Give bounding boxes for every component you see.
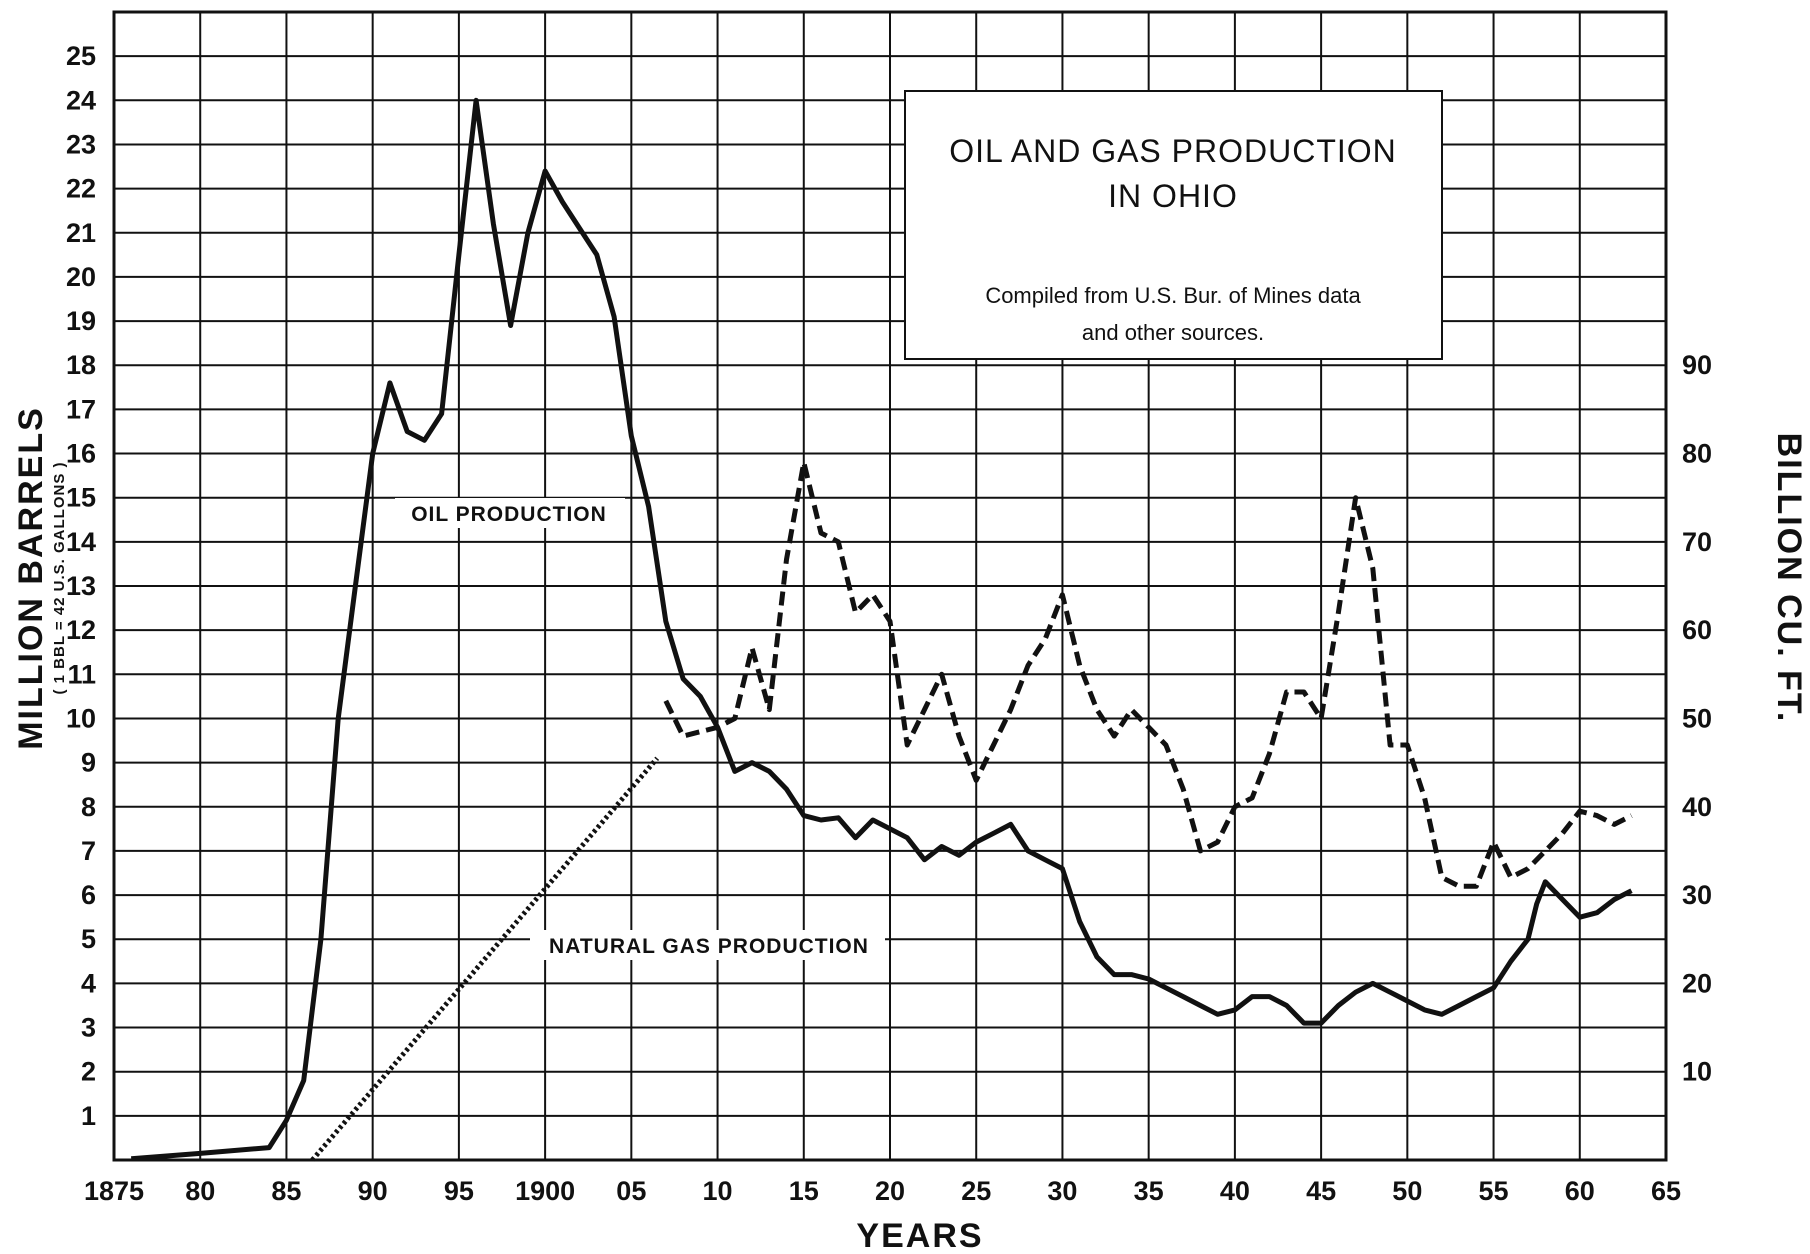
y-left-tick-label: 17 <box>66 394 96 424</box>
y-left-tick-label: 10 <box>66 703 96 733</box>
series <box>131 97 1633 1162</box>
x-tick-label: 95 <box>444 1176 474 1206</box>
x-tick-label: 15 <box>789 1176 819 1206</box>
y-left-tick-label: 7 <box>81 836 96 866</box>
y-left-tick-label: 15 <box>66 483 96 513</box>
y-left-tick-label: 24 <box>66 85 96 115</box>
y-left-tick-label: 25 <box>66 41 96 71</box>
oil-production-label: OIL PRODUCTION <box>411 503 607 526</box>
x-tick-label: 50 <box>1392 1176 1422 1206</box>
x-tick-label: 1875 <box>84 1176 144 1206</box>
y-left-tick-label: 23 <box>66 129 96 159</box>
chart-title-line-1: OIL AND GAS PRODUCTION <box>949 133 1397 169</box>
source-note-line-2: and other sources. <box>1082 320 1264 345</box>
x-axis-title: YEARS <box>856 1217 983 1254</box>
x-tick-label: 30 <box>1047 1176 1077 1206</box>
y-axis-left-title: MILLION BARRELS <box>12 406 50 750</box>
y-right-tick-label: 90 <box>1682 350 1712 380</box>
y-axis-left-subtitle: ( 1 BBL = 42 U.S. GALLONS ) <box>51 461 68 694</box>
y-axis-right-title: BILLION CU. FT. <box>1770 433 1808 724</box>
y-left-tick-label: 6 <box>81 880 96 910</box>
y-left-tick-label: 21 <box>66 218 96 248</box>
x-tick-label: 40 <box>1220 1176 1250 1206</box>
x-tick-label: 65 <box>1651 1176 1681 1206</box>
gas-label-bg <box>530 930 885 960</box>
y-right-tick-label: 80 <box>1682 439 1712 469</box>
source-note-line-1: Compiled from U.S. Bur. of Mines data <box>985 283 1361 308</box>
x-tick-label: 10 <box>703 1176 733 1206</box>
y-left-tick-label: 20 <box>66 262 96 292</box>
y-right-tick-label: 20 <box>1682 968 1712 998</box>
y-left-tick-label: 16 <box>66 439 96 469</box>
natural-gas-production-label: NATURAL GAS PRODUCTION <box>549 935 869 958</box>
x-tick-label: 05 <box>616 1176 646 1206</box>
x-tick-label: 45 <box>1306 1176 1336 1206</box>
y-left-tick-label: 18 <box>66 350 96 380</box>
y-left-tick-label: 1 <box>81 1101 96 1131</box>
oil-production-line <box>131 97 1633 1162</box>
y-right-tick-label: 40 <box>1682 792 1712 822</box>
x-tick-label: 60 <box>1565 1176 1595 1206</box>
chart-title-line-2: IN OHIO <box>1108 178 1238 214</box>
x-tick-label: 80 <box>185 1176 215 1206</box>
x-tick-label: 25 <box>961 1176 991 1206</box>
y-left-tick-label: 2 <box>81 1057 96 1087</box>
x-tick-label: 1900 <box>515 1176 575 1206</box>
y-left-tick-label: 22 <box>66 174 96 204</box>
title-box <box>904 90 1443 360</box>
y-left-tick-label: 19 <box>66 306 96 336</box>
y-right-tick-label: 30 <box>1682 880 1712 910</box>
y-right-tick-label: 50 <box>1682 703 1712 733</box>
grid <box>113 12 1667 1160</box>
y-left-tick-label: 8 <box>81 792 96 822</box>
x-tick-label: 35 <box>1134 1176 1164 1206</box>
y-left-tick-label: 4 <box>81 968 96 998</box>
plot-frame <box>112 10 1668 1162</box>
y-left-tick-label: 11 <box>67 659 96 689</box>
y-left-tick-label: 14 <box>66 527 96 557</box>
x-tick-label: 20 <box>875 1176 905 1206</box>
y-left-tick-label: 12 <box>66 615 96 645</box>
y-left-tick-label: 9 <box>81 748 96 778</box>
x-tick-label: 85 <box>271 1176 301 1206</box>
y-left-tick-label: 13 <box>66 571 96 601</box>
x-tick-label: 90 <box>358 1176 388 1206</box>
y-right-tick-label: 70 <box>1682 527 1712 557</box>
y-right-tick-label: 60 <box>1682 615 1712 645</box>
natural-gas-production-line <box>663 459 1633 889</box>
oil-label-bg <box>395 498 625 528</box>
tick-labels: 1875 80 85 90 95 1900 05 10 15 20 25 30 35 40 45 50 55 60… <box>66 41 1712 1206</box>
y-left-tick-label: 5 <box>81 924 96 954</box>
y-left-tick-label: 3 <box>81 1013 96 1043</box>
x-tick-label: 55 <box>1479 1176 1509 1206</box>
natural-gas-production-estimate-line <box>310 756 660 1162</box>
y-right-tick-label: 10 <box>1682 1057 1712 1087</box>
